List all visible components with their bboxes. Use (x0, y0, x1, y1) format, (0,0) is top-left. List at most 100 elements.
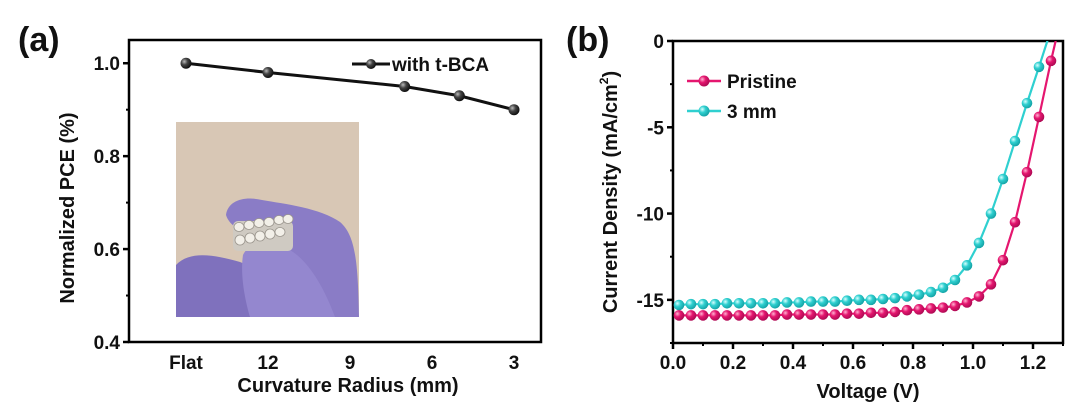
data-point-3mm (757, 298, 769, 309)
panel-b-x-axis: 0.0 0.2 0.4 0.6 0.8 1.0 1.2 (660, 343, 1064, 374)
data-point-pristine (925, 303, 937, 314)
y-tick-label: -5 (647, 118, 664, 139)
y-tick-label: 1.0 (94, 54, 120, 75)
panel-b-x-axis-title: Voltage (V) (817, 381, 920, 403)
x-tick-label: 0.2 (720, 353, 746, 374)
data-point-pristine (949, 300, 961, 312)
data-point-pristine (961, 297, 973, 308)
panel-b-axes-frame (671, 39, 1065, 345)
data-point-pristine (805, 309, 817, 320)
data-point-pristine (817, 309, 829, 320)
legend-label-3mm: 3 mm (727, 102, 777, 123)
data-point-pristine (685, 310, 697, 321)
data-point-3mm (877, 293, 889, 305)
data-point-3mm (829, 296, 841, 307)
data-point (180, 57, 192, 69)
legend-marker-3mm (698, 105, 710, 117)
x-tick-label: 0.0 (660, 353, 686, 374)
data-point-3mm (685, 298, 697, 310)
y-tick-label: 0 (653, 32, 664, 53)
panel-a-label: (a) (18, 21, 60, 59)
data-point-pristine (877, 307, 889, 319)
glove-thumb (242, 243, 335, 317)
data-point-3mm (949, 274, 961, 286)
data-point-3mm (973, 237, 985, 249)
data-point-3mm (997, 173, 1009, 185)
x-tick-label: 1.2 (1020, 353, 1046, 374)
data-point-3mm (841, 295, 853, 307)
legend-marker-with-tbca (366, 59, 376, 69)
data-point-pristine (673, 310, 685, 321)
data-point-3mm (961, 260, 973, 271)
data-point-3mm (673, 299, 685, 311)
data-point-3mm (985, 208, 997, 219)
data-point-3mm (817, 296, 829, 307)
data-point-pristine (829, 309, 841, 320)
panel-a: (a) 0.4 0.6 0.8 1.0 Flat 12 9 6 3 (18, 21, 543, 397)
panel-a-x-axis: Flat 12 9 6 3 (169, 353, 519, 374)
data-point-3mm (925, 286, 937, 298)
data-point-pristine (1021, 166, 1033, 178)
y-tick-label: -15 (637, 291, 665, 312)
x-tick-label: 9 (345, 353, 356, 374)
data-point-pristine (889, 306, 901, 318)
data-point-3mm (1009, 135, 1021, 147)
x-tick-label: 1.0 (960, 353, 986, 374)
y-tick-label: 0.4 (94, 333, 121, 354)
data-point-pristine (709, 310, 721, 321)
panel-a-axes-frame (127, 38, 543, 344)
data-point-3mm (937, 282, 949, 294)
bent-solar-cell (233, 214, 294, 251)
panel-a-series (180, 57, 520, 116)
x-tick-label: 3 (509, 353, 520, 374)
legend-label-pristine: Pristine (727, 72, 797, 93)
y-tick-label: -10 (637, 205, 664, 226)
panel-b-series (673, 41, 1057, 321)
panel-b: (b) 0 -5 -10 -15 0.0 0.2 0.4 0.6 0.8 1.0 1.2 Pris… (566, 21, 1065, 403)
x-tick-label: 0.4 (780, 353, 807, 374)
legend-marker-pristine (698, 75, 710, 87)
inset-photo (176, 122, 359, 317)
x-tick-label: 6 (427, 353, 438, 374)
panel-a-legend: with t-BCA (352, 55, 489, 76)
data-point-3mm (889, 292, 901, 304)
data-point-pristine (901, 304, 913, 316)
data-point-pristine (937, 302, 949, 313)
data-point (508, 104, 520, 116)
data-point-pristine (1045, 55, 1057, 67)
data-point-3mm (853, 294, 865, 306)
data-point-pristine (853, 308, 865, 319)
data-point-3mm (805, 296, 817, 307)
panel-a-y-axis-title: Normalized PCE (%) (57, 112, 79, 303)
data-point-pristine (997, 254, 1009, 266)
x-tick-label: Flat (169, 353, 203, 374)
panel-b-legend: Pristine 3 mm (687, 72, 797, 123)
y-tick-label: 0.6 (94, 240, 120, 261)
data-point (399, 80, 411, 92)
panel-a-y-axis: 0.4 0.6 0.8 1.0 (94, 54, 129, 354)
panel-b-y-axis: 0 -5 -10 -15 (637, 32, 673, 344)
data-point-3mm (781, 297, 793, 308)
data-point-3mm (793, 297, 805, 308)
data-point-pristine (985, 279, 997, 290)
x-tick-label: 0.6 (840, 353, 866, 374)
data-point-3mm (709, 298, 721, 310)
data-point-pristine (865, 307, 877, 319)
panel-b-y-axis-title-main: Current Density (mA/cm (600, 84, 622, 313)
data-point-3mm (865, 294, 877, 306)
data-point-pristine (793, 309, 805, 320)
panel-b-y-axis-title: Current Density (mA/cm2) (597, 71, 622, 313)
data-point-pristine (733, 310, 745, 321)
data-point-pristine (721, 310, 733, 321)
panel-b-label: (b) (566, 21, 609, 59)
data-point-pristine (841, 308, 853, 319)
legend-label-with-tbca: with t-BCA (391, 55, 489, 76)
data-point-3mm (745, 298, 757, 309)
data-point-pristine (1009, 216, 1021, 228)
data-point-3mm (769, 298, 781, 309)
data-point-pristine (1033, 111, 1045, 123)
data-point-pristine (913, 304, 925, 315)
data-point-3mm (913, 289, 925, 300)
data-point-pristine (973, 291, 985, 302)
